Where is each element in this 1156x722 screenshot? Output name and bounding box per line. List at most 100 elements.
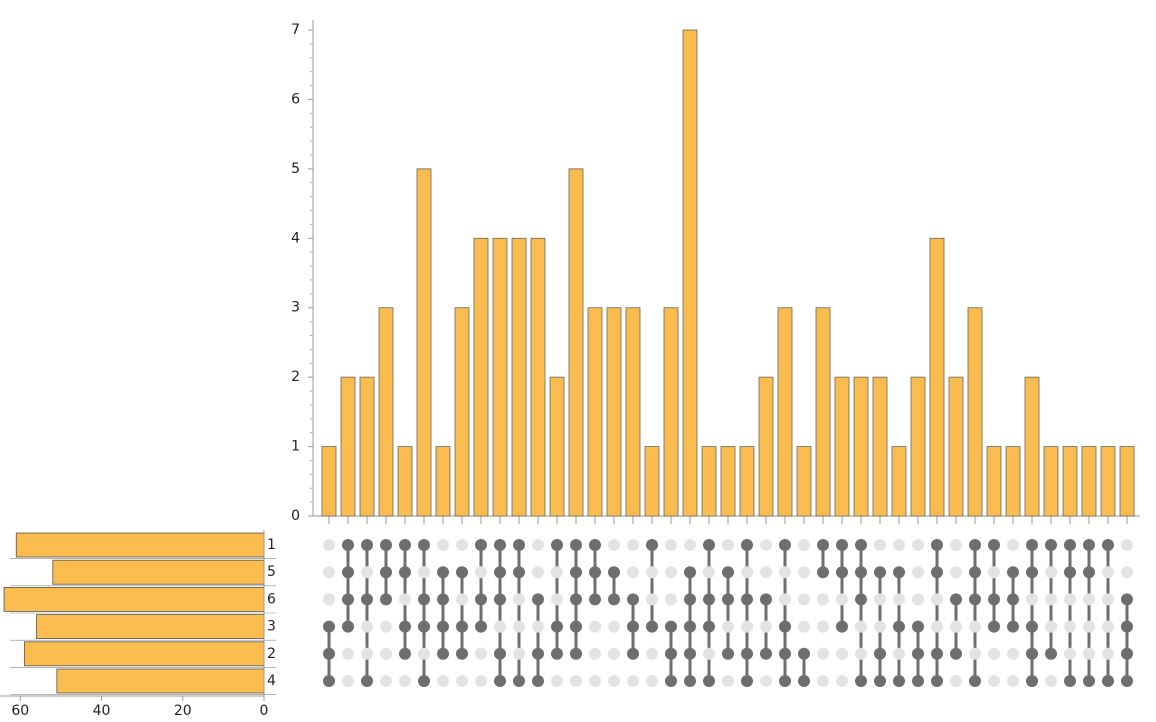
dot-empty: [912, 593, 924, 606]
dot-filled: [1007, 566, 1019, 579]
dot-empty: [532, 620, 544, 633]
dot-filled: [836, 566, 848, 579]
dot-filled: [703, 539, 715, 551]
dot-filled: [760, 593, 772, 606]
dot-empty: [418, 566, 430, 579]
dot-empty: [494, 620, 506, 633]
dot-empty: [836, 675, 848, 687]
bar: [397, 446, 413, 517]
dot-filled: [646, 620, 658, 633]
dot-empty: [1102, 647, 1114, 660]
dot-filled: [570, 539, 582, 551]
dot-filled: [323, 620, 335, 633]
dot-empty: [760, 566, 772, 579]
dot-empty: [855, 620, 867, 633]
dot-filled: [855, 675, 867, 687]
dot-filled: [1026, 620, 1038, 633]
dot-filled: [741, 675, 753, 687]
dot-filled: [342, 593, 354, 606]
dot-empty: [437, 675, 449, 687]
dot-filled: [779, 647, 791, 660]
dot-filled: [1045, 539, 1057, 551]
dot-filled: [912, 620, 924, 633]
dot-filled: [874, 566, 886, 579]
dot-empty: [399, 675, 411, 687]
dot-filled: [513, 566, 525, 579]
dot-filled: [399, 620, 411, 633]
dot-filled: [684, 566, 696, 579]
dot-empty: [589, 675, 601, 687]
bar: [511, 237, 527, 517]
dot-empty: [551, 566, 563, 579]
dot-filled: [323, 675, 335, 687]
bar: [682, 29, 698, 517]
dot-filled: [855, 593, 867, 606]
set-bar: [15, 532, 265, 558]
set-label: 2: [267, 646, 276, 662]
dot-empty: [684, 539, 696, 551]
set-bar: [3, 587, 265, 612]
dot-empty: [912, 566, 924, 579]
dot-empty: [874, 620, 886, 633]
bar: [1005, 446, 1021, 517]
dot-filled: [1026, 566, 1038, 579]
y-tick-label: 5: [291, 161, 300, 177]
dot-filled: [703, 675, 715, 687]
bar: [1081, 446, 1097, 517]
x-tick-label: 20: [174, 703, 192, 719]
bar: [549, 376, 565, 517]
dot-filled: [931, 647, 943, 660]
bar: [625, 307, 641, 517]
y-tick-label: 3: [291, 300, 300, 316]
dot-filled: [684, 620, 696, 633]
dot-filled: [1102, 675, 1114, 687]
dot-filled: [1026, 675, 1038, 687]
dot-filled: [665, 675, 677, 687]
bar: [872, 376, 888, 517]
dot-filled: [589, 539, 601, 551]
dot-filled: [494, 593, 506, 606]
dot-empty: [627, 539, 639, 551]
dot-filled: [1064, 566, 1076, 579]
bar: [777, 307, 793, 517]
dot-filled: [380, 566, 392, 579]
dot-filled: [722, 566, 734, 579]
dot-filled: [950, 593, 962, 606]
dot-empty: [323, 539, 335, 551]
dot-empty: [1064, 593, 1076, 606]
dot-empty: [874, 593, 886, 606]
dot-filled: [456, 566, 468, 579]
bar: [435, 446, 451, 517]
bar: [492, 237, 508, 517]
bar: [340, 376, 356, 517]
dot-empty: [1102, 593, 1114, 606]
dot-empty: [912, 539, 924, 551]
dot-filled: [874, 647, 886, 660]
dot-filled: [779, 620, 791, 633]
dot-empty: [1045, 593, 1057, 606]
dot-filled: [456, 620, 468, 633]
dot-empty: [779, 593, 791, 606]
dot-empty: [950, 539, 962, 551]
dot-filled: [323, 647, 335, 660]
dot-empty: [722, 539, 734, 551]
dot-filled: [855, 539, 867, 551]
dot-filled: [361, 539, 373, 551]
bar: [701, 446, 717, 517]
dot-empty: [456, 593, 468, 606]
dot-filled: [817, 539, 829, 551]
bar: [1100, 446, 1116, 517]
set-bar: [23, 641, 265, 667]
dot-filled: [722, 593, 734, 606]
set-label: 6: [267, 591, 276, 607]
dot-empty: [798, 620, 810, 633]
dot-empty: [722, 620, 734, 633]
dot-empty: [874, 539, 886, 551]
bar: [530, 237, 546, 517]
dot-empty: [1083, 647, 1095, 660]
dot-empty: [342, 675, 354, 687]
dot-empty: [513, 593, 525, 606]
dot-filled: [418, 539, 430, 551]
dot-filled: [798, 675, 810, 687]
dot-filled: [931, 675, 943, 687]
